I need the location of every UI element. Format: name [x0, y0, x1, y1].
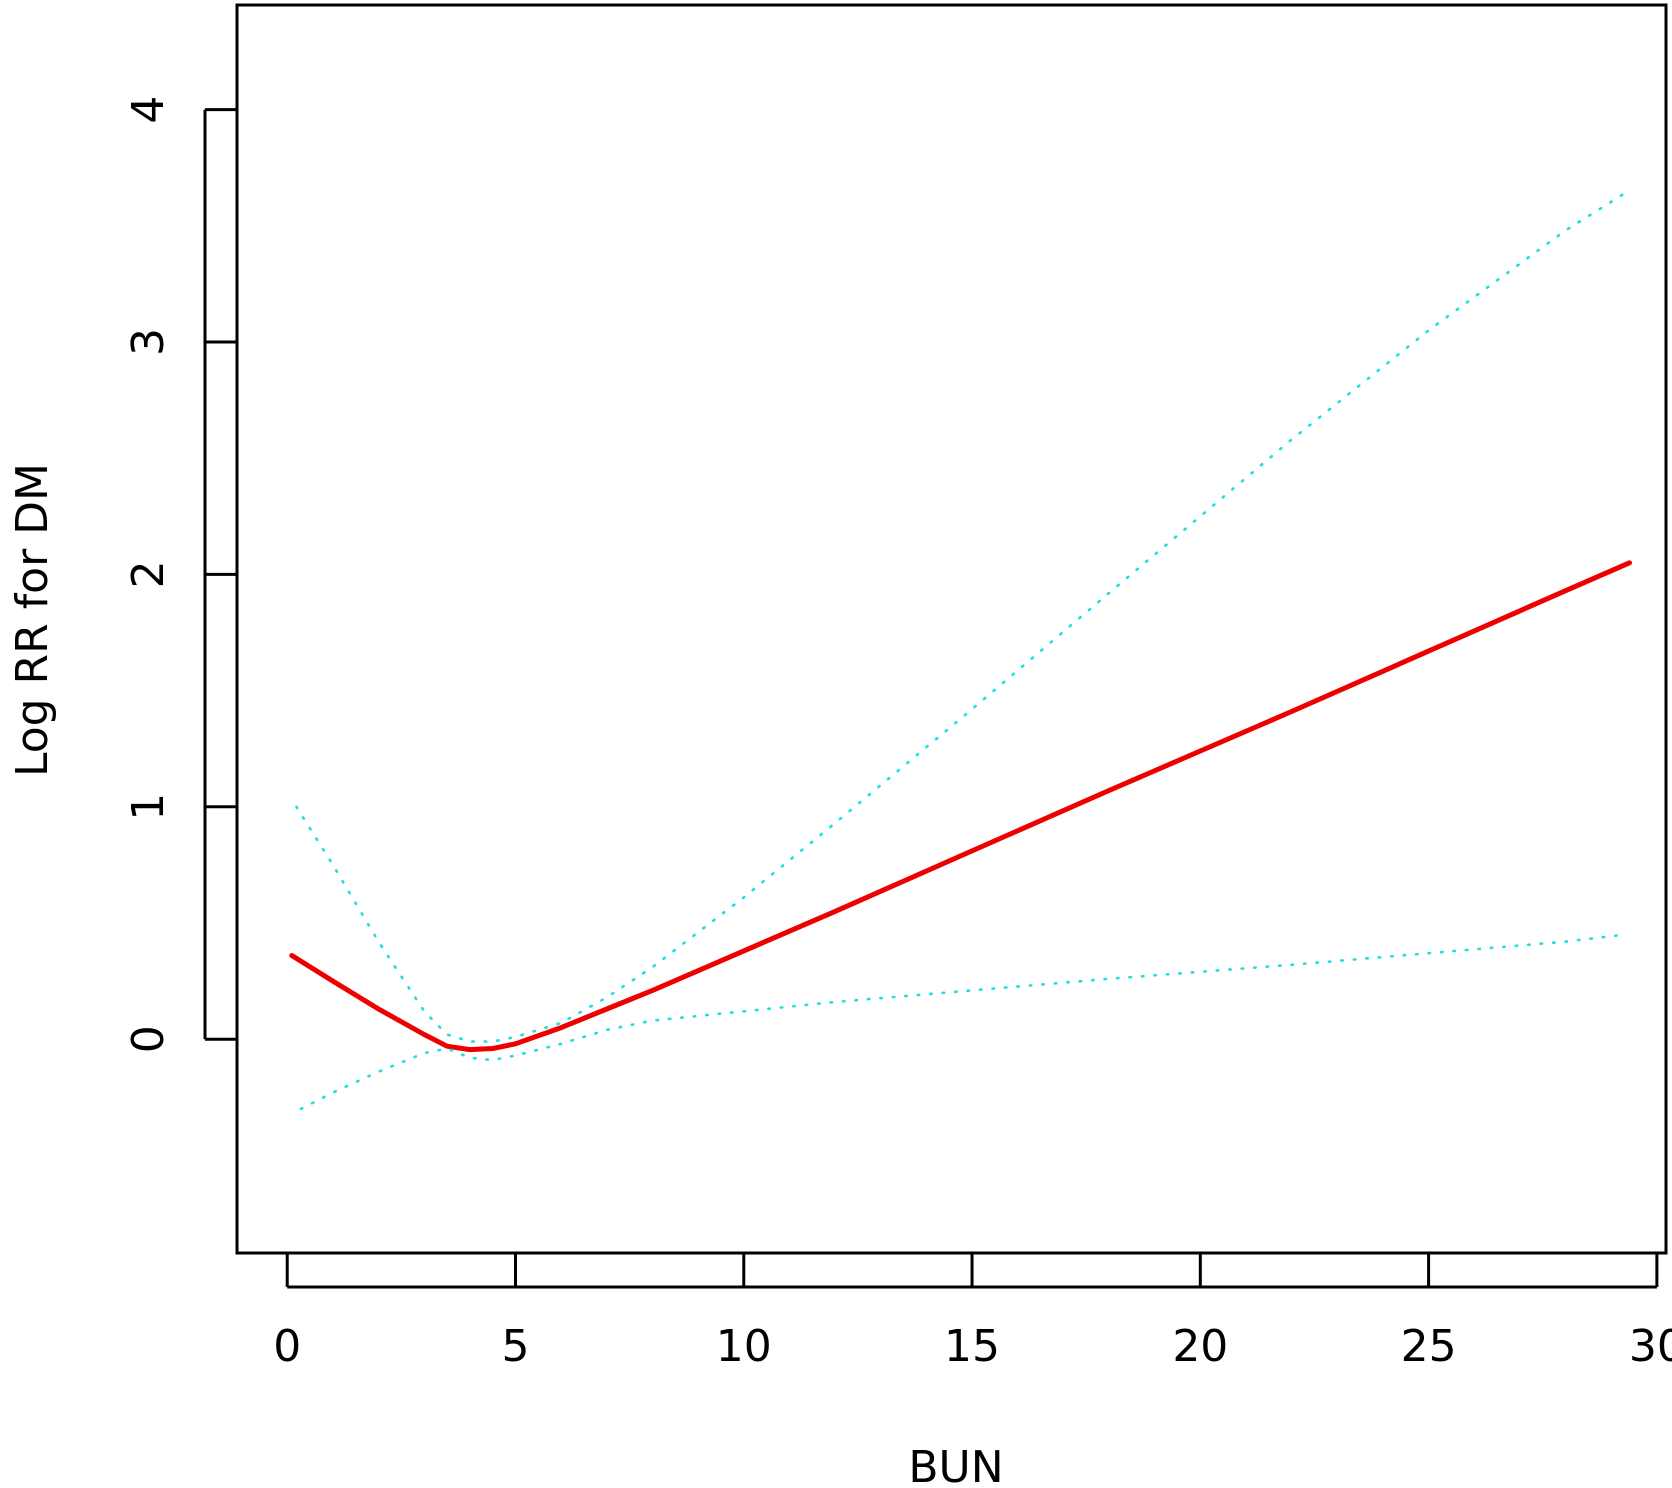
y-tick-label: 0 — [123, 1025, 174, 1053]
series-layer — [289, 191, 1632, 1111]
y-axis: 0 1 2 3 4 — [123, 96, 237, 1053]
x-tick-label: 30 — [1629, 1321, 1672, 1372]
x-axis-title: BUN — [908, 1442, 1003, 1488]
x-tick-label: 25 — [1401, 1321, 1457, 1372]
y-tick-label: 2 — [123, 560, 174, 588]
plot-frame — [235, 3, 1668, 1255]
x-tick-label: 10 — [716, 1321, 772, 1372]
x-tick-label: 0 — [273, 1321, 301, 1372]
x-tick-label: 5 — [501, 1321, 529, 1372]
y-tick-label: 3 — [123, 328, 174, 356]
x-tick-label: 15 — [944, 1321, 1000, 1372]
y-tick-label: 4 — [123, 96, 174, 124]
y-tick-label: 1 — [123, 793, 174, 821]
plot-area — [235, 3, 1668, 1255]
y-axis-title: Log RR for DM — [7, 463, 58, 777]
x-axis: 0 5 10 15 20 25 30 — [273, 1253, 1672, 1372]
lower-ci-line — [299, 933, 1627, 1111]
x-tick-label: 20 — [1172, 1321, 1228, 1372]
estimate-line — [289, 560, 1632, 1053]
